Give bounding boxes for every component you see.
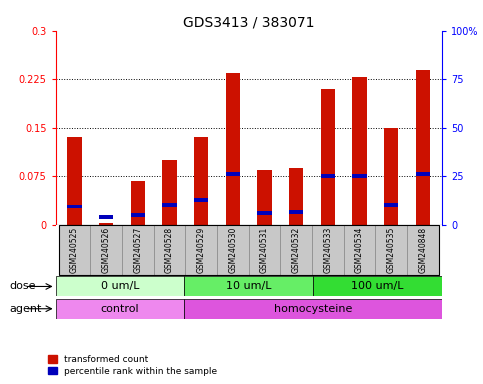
Text: GSM240525: GSM240525 — [70, 227, 79, 273]
Text: GSM240529: GSM240529 — [197, 227, 206, 273]
Bar — [312, 225, 344, 275]
Bar — [416, 70, 430, 225]
Bar — [131, 181, 145, 225]
Text: GSM240528: GSM240528 — [165, 227, 174, 273]
Text: GSM240534: GSM240534 — [355, 227, 364, 273]
Bar — [131, 213, 145, 217]
Text: GSM240532: GSM240532 — [292, 227, 301, 273]
Bar — [375, 225, 407, 275]
Bar — [249, 225, 281, 275]
Text: 0 um/L: 0 um/L — [100, 281, 139, 291]
Bar — [407, 225, 439, 275]
Bar — [185, 276, 313, 296]
Bar — [257, 211, 272, 215]
Bar — [313, 276, 442, 296]
Bar — [99, 215, 114, 219]
Bar — [90, 225, 122, 275]
Bar — [185, 225, 217, 275]
Bar — [289, 210, 303, 214]
Text: control: control — [100, 304, 139, 314]
Text: agent: agent — [10, 304, 42, 314]
Text: GSM240535: GSM240535 — [387, 227, 396, 273]
Bar — [56, 276, 185, 296]
Title: GDS3413 / 383071: GDS3413 / 383071 — [183, 16, 314, 30]
Bar — [162, 160, 177, 225]
Text: GSM240527: GSM240527 — [133, 227, 142, 273]
Bar — [289, 168, 303, 225]
Bar — [185, 299, 442, 319]
Bar — [217, 225, 249, 275]
Text: homocysteine: homocysteine — [274, 304, 352, 314]
Bar — [59, 225, 90, 275]
Legend: transformed count, percentile rank within the sample: transformed count, percentile rank withi… — [48, 355, 217, 376]
Bar — [384, 203, 398, 207]
Bar — [68, 137, 82, 225]
Bar — [257, 170, 272, 225]
Bar — [122, 225, 154, 275]
Bar — [353, 174, 367, 178]
Text: 100 um/L: 100 um/L — [351, 281, 404, 291]
Bar — [226, 172, 240, 176]
Text: GSM240848: GSM240848 — [418, 227, 427, 273]
Bar — [56, 299, 185, 319]
Text: GSM240526: GSM240526 — [102, 227, 111, 273]
Bar — [344, 225, 375, 275]
Bar — [226, 73, 240, 225]
Text: dose: dose — [10, 281, 36, 291]
Bar — [353, 77, 367, 225]
Bar — [68, 205, 82, 209]
Text: GSM240533: GSM240533 — [324, 227, 332, 273]
Bar — [321, 174, 335, 178]
Bar — [154, 225, 185, 275]
Text: GSM240531: GSM240531 — [260, 227, 269, 273]
Bar — [194, 137, 208, 225]
Bar — [194, 198, 208, 202]
Text: 10 um/L: 10 um/L — [226, 281, 271, 291]
Bar — [321, 89, 335, 225]
Bar — [416, 172, 430, 176]
Bar — [281, 225, 312, 275]
Text: GSM240530: GSM240530 — [228, 227, 238, 273]
Bar — [384, 128, 398, 225]
Bar — [99, 223, 114, 225]
Bar — [162, 203, 177, 207]
